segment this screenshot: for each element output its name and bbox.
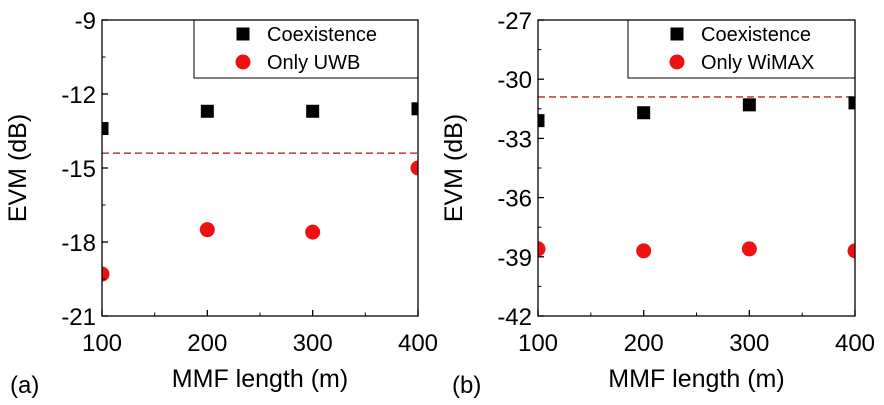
legend: Coexistence Only UWB [193, 19, 419, 79]
x-tick-label: 300 [293, 330, 333, 357]
y-tick-label: -30 [497, 67, 532, 94]
legend-marker [236, 27, 250, 41]
legend-box [627, 19, 856, 79]
legend: Coexistence Only WiMAX [627, 19, 856, 79]
x-tick-label: 400 [835, 330, 875, 357]
series-1-point [306, 104, 320, 118]
series-2-point [102, 266, 110, 282]
y-tick-label: -15 [61, 156, 96, 183]
legend-entry: Coexistence [267, 24, 377, 46]
series-1-point [637, 106, 651, 120]
legend-marker [235, 54, 251, 70]
y-tick-label: -9 [75, 8, 96, 35]
y-axis-label: EVM (dB) [440, 114, 468, 222]
legend-box [193, 19, 419, 79]
y-tick-label: -18 [61, 230, 96, 257]
x-tick-label: 300 [729, 330, 769, 357]
y-tick-label: -27 [497, 8, 532, 35]
series-2-point [538, 241, 546, 257]
series-1-point [742, 98, 756, 112]
y-axis-label: EVM (dB) [4, 114, 32, 222]
series-2-point [847, 243, 855, 259]
legend-marker [670, 27, 684, 41]
x-tick-label: 400 [398, 330, 438, 357]
x-tick-label: 200 [624, 330, 664, 357]
series-1-point [411, 102, 418, 116]
panel-label: (b) [452, 372, 481, 399]
y-tick-label: -39 [497, 245, 532, 272]
y-tick-label: -36 [497, 186, 532, 213]
series-2-point [199, 222, 215, 238]
x-axis-label: MMF length (m) [172, 365, 348, 393]
y-tick-label: -12 [61, 82, 96, 109]
legend-entry: Only UWB [267, 52, 360, 74]
plot-area [538, 96, 855, 259]
series-1-point [200, 104, 214, 118]
series-1-point [848, 96, 855, 110]
x-tick-label: 100 [518, 330, 558, 357]
y-tick-label: -33 [497, 126, 532, 153]
legend-entry: Only WiMAX [701, 52, 814, 74]
x-tick-label: 100 [82, 330, 122, 357]
x-axis-label: MMF length (m) [608, 365, 784, 393]
series-2-point [410, 160, 418, 176]
y-tick-label: -42 [497, 304, 532, 331]
y-tick-label: -21 [61, 304, 96, 331]
series-2-point [741, 241, 757, 257]
series-2-point [305, 224, 321, 240]
panel-label: (a) [10, 372, 39, 399]
panel-a: Coexistence Only UWB -21 -18 -15 -12 -9 100 200 3… [4, 8, 438, 399]
series-2-point [636, 243, 652, 259]
legend-entry: Coexistence [701, 24, 811, 46]
x-tick-label: 200 [187, 330, 227, 357]
series-1-point [102, 122, 109, 136]
panel-b: Coexistence Only WiMAX -42 -39 -36 -33 -30 -27 1… [440, 8, 875, 399]
series-1-point [538, 114, 545, 128]
plot-area [102, 102, 418, 282]
legend-marker [669, 54, 685, 70]
